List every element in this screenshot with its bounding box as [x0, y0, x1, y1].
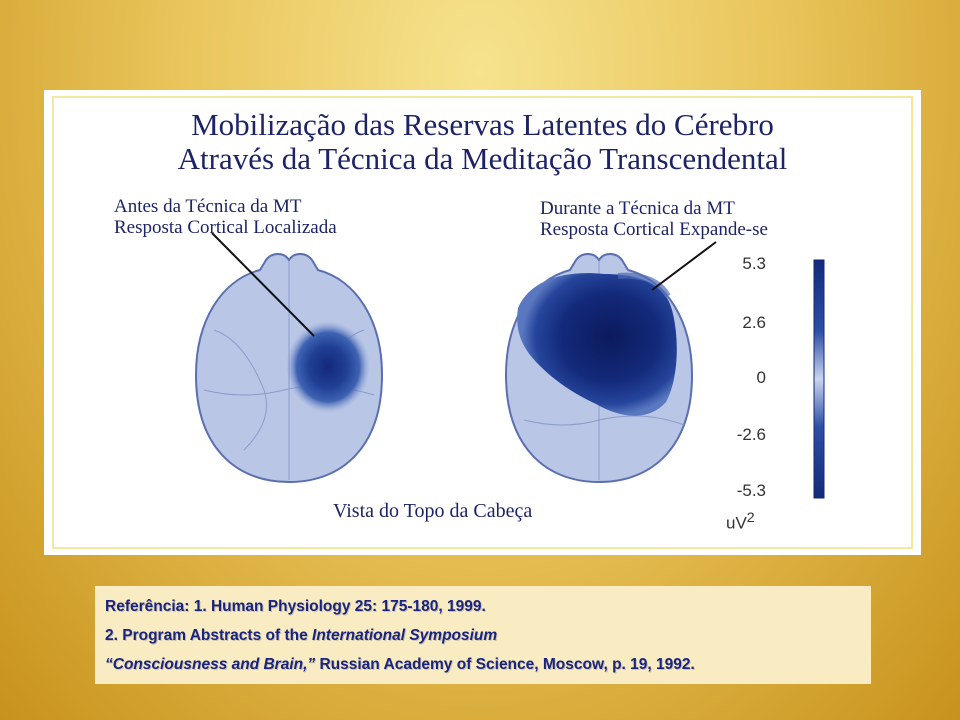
before-caption-line-2: Resposta Cortical Localizada	[114, 217, 337, 238]
scale-unit-exponent: 2	[746, 510, 755, 526]
title-line-1: Mobilização das Reservas Latentes do Cér…	[191, 107, 774, 142]
scale-tick-5: -5.3	[736, 481, 766, 500]
title-line-2: Através da Técnica da Meditação Transcen…	[177, 141, 788, 176]
reference-line-2-italic: International Symposium	[312, 627, 498, 644]
before-caption: Antes da Técnica da MT Resposta Cortical…	[114, 196, 337, 238]
before-caption-line-1: Antes da Técnica da MT	[114, 196, 302, 217]
localized-response-spot	[286, 321, 370, 413]
brain-maps	[194, 232, 825, 499]
head-before	[194, 232, 384, 484]
reference-line-2: 2. Program Abstracts of the Internationa…	[105, 621, 871, 650]
scale-unit: uV2	[726, 510, 755, 534]
figure-panel: Mobilização das Reservas Latentes do Cér…	[44, 90, 921, 555]
expanded-response-area	[517, 273, 677, 416]
scale-unit-base: uV	[726, 513, 747, 533]
pointer-line-before	[211, 232, 315, 337]
reference-line-3-rest: Russian Academy of Science, Moscow, p. 1…	[315, 656, 695, 673]
reference-line-2-prefix: 2. Program Abstracts of the	[105, 627, 313, 644]
head-during	[504, 241, 717, 484]
view-caption: Vista do Topo da Cabeça	[333, 500, 533, 522]
scale-tick-1: 5.3	[742, 254, 766, 273]
pointer-line-during	[651, 241, 717, 291]
reference-line-3: “Consciousness and Brain,” Russian Acade…	[105, 650, 871, 679]
scale-tick-2: 2.6	[742, 313, 766, 332]
color-scale-bar	[813, 259, 825, 499]
during-caption-line-2: Resposta Cortical Expande-se	[540, 219, 768, 240]
scale-tick-3: 0	[756, 368, 766, 387]
figure-border	[52, 96, 913, 549]
reference-box: Referência: 1. Human Physiology 25: 175-…	[95, 586, 871, 684]
reference-line-1: Referência: 1. Human Physiology 25: 175-…	[105, 598, 486, 615]
scale-tick-4: -2.6	[736, 425, 766, 444]
during-caption-line-1: Durante a Técnica da MT	[540, 198, 735, 219]
during-caption: Durante a Técnica da MT Resposta Cortica…	[540, 198, 768, 240]
reference-line-3-italic: “Consciousness and Brain,”	[105, 656, 316, 673]
